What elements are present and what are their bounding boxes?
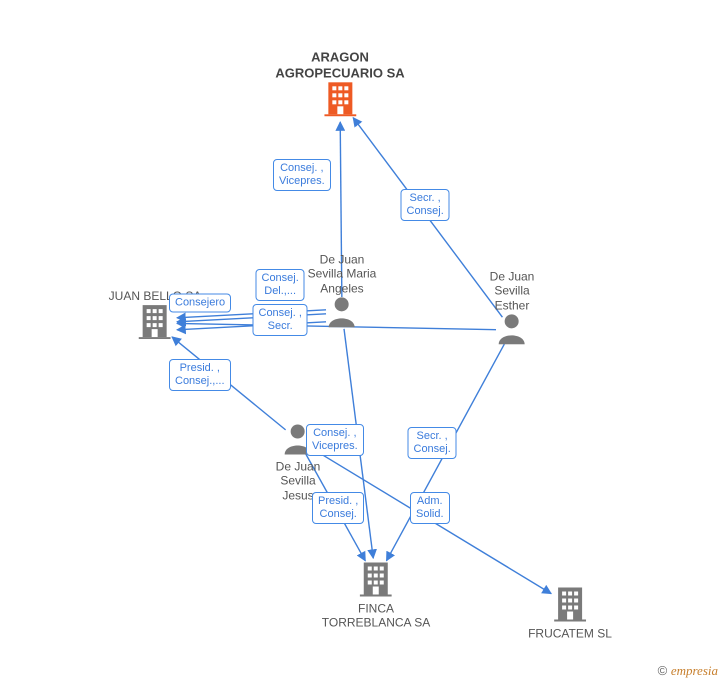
- person-icon: [308, 296, 377, 331]
- edge-label-maria-finca: Consej. , Vicepres.: [306, 424, 364, 456]
- node-label: De Juan Sevilla Esther: [490, 269, 535, 312]
- edge-label-maria-aragon: Consej. , Vicepres.: [273, 159, 331, 191]
- building-icon: [275, 81, 404, 120]
- edge-label-maria-juanbello: Consej. , Secr.: [253, 304, 308, 336]
- copyright-symbol: ©: [658, 663, 668, 678]
- edge-label-esther-finca: Secr. , Consej.: [408, 427, 457, 459]
- node-frucatem: FRUCATEM SL: [528, 586, 612, 641]
- edge-label-jesus-juanbello: Presid. , Consej.,...: [169, 359, 231, 391]
- building-icon: [322, 561, 430, 600]
- node-esther: De Juan Sevilla Esther: [490, 267, 535, 347]
- node-label: ARAGON AGROPECUARIO SA: [275, 49, 404, 80]
- node-maria: De Juan Sevilla Maria Angeles: [308, 250, 377, 330]
- brand-name: empresia: [671, 663, 718, 678]
- footer-credit: © empresia: [658, 663, 718, 679]
- edge-label-esther-aragon: Secr. , Consej.: [401, 189, 450, 221]
- node-finca: FINCA TORREBLANCA SA: [322, 561, 430, 631]
- edge-label-maria-juanbello: Consejero: [169, 294, 231, 313]
- node-aragon: ARAGON AGROPECUARIO SA: [275, 47, 404, 119]
- node-label: FINCA TORREBLANCA SA: [322, 602, 430, 631]
- edge-label-maria-juanbello: Consej. Del.,...: [256, 269, 305, 301]
- edge-label-jesus-frucatem: Adm. Solid.: [410, 492, 450, 524]
- building-icon: [528, 586, 612, 625]
- node-label: De Juan Sevilla Maria Angeles: [308, 252, 377, 295]
- node-label: FRUCATEM SL: [528, 627, 612, 641]
- edge-label-jesus-finca: Presid. , Consej.: [312, 492, 364, 524]
- person-icon: [490, 313, 535, 348]
